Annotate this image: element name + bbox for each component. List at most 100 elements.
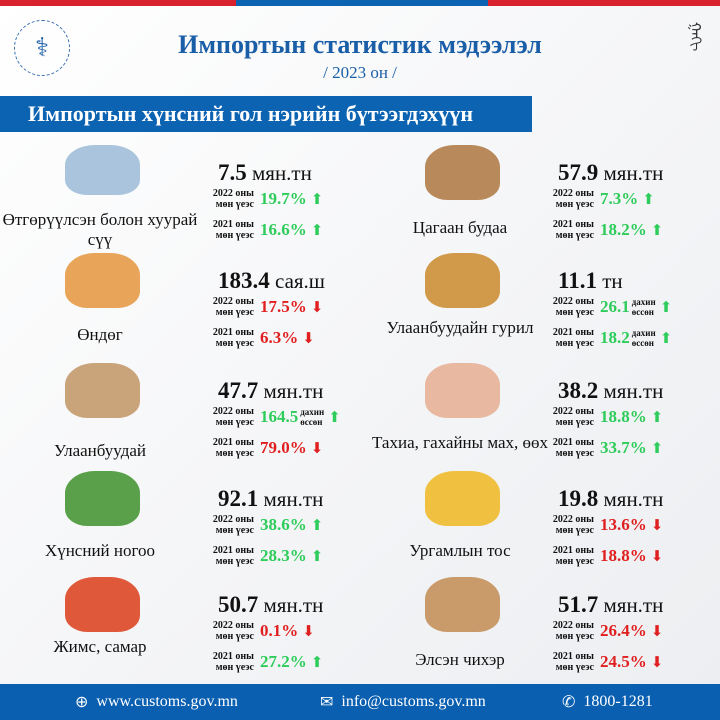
arrow-up-icon: ⬆ (310, 517, 324, 534)
website-link[interactable]: www.customs.gov.mn (96, 693, 238, 710)
change-vs-2021: 2021 оны мөн үеэс 33.7% ⬆ (546, 437, 663, 459)
change-value: 19.7% (260, 189, 307, 208)
comparison-label: 2022 оны мөн үеэс (212, 620, 254, 642)
change-value: 16.6% (260, 220, 307, 239)
comparison-label: 2022 оны мөн үеэс (552, 620, 594, 642)
product-image (425, 363, 500, 418)
product-image (65, 577, 140, 632)
comparison-label: 2022 оны мөн үеэс (212, 296, 254, 318)
change-value: 38.6% (260, 515, 307, 534)
change-vs-2022: 2022 оны мөн үеэс 18.8% ⬆ (546, 406, 663, 428)
change-vs-2021: 2021 оны мөн үеэс 18.2% ⬆ (546, 219, 663, 241)
arrow-down-icon: ⬇ (650, 548, 664, 565)
volume-value: 57.9 (558, 160, 599, 185)
change-value: 24.5% (600, 652, 647, 671)
comparison-label: 2021 оны мөн үеэс (212, 219, 254, 241)
top-color-bar (0, 0, 720, 6)
volume-value: 47.7 (218, 378, 259, 403)
product-name: Жимс, самар (53, 637, 147, 656)
comparison-label: 2021 оны мөн үеэс (212, 437, 254, 459)
comparison-label: 2022 оны мөн үеэс (552, 514, 594, 536)
product-volume: 50.7 мян.тн (218, 592, 323, 618)
page-subtitle: / 2023 он / (323, 63, 397, 82)
arrow-down-icon: ⬇ (302, 623, 315, 640)
volume-unit: мян.тн (263, 379, 324, 403)
product-image (65, 363, 140, 418)
product-name: Ургамлын тос (409, 541, 511, 560)
volume-value: 7.5 (218, 160, 247, 185)
comparison-label: 2021 оны мөн үеэс (212, 327, 254, 349)
globe-icon: ⊕ (75, 694, 89, 711)
change-vs-2021: 2021 оны мөн үеэс 27.2% ⬆ (206, 651, 323, 673)
volume-value: 183.4 (218, 268, 270, 293)
product-image (65, 145, 140, 195)
change-vs-2022: 2022 оны мөн үеэс 0.1% ⬇ (206, 620, 315, 642)
product-image (425, 253, 500, 308)
comparison-label: 2022 оны мөн үеэс (552, 188, 594, 210)
volume-value: 92.1 (218, 486, 259, 511)
arrow-down-icon: ⬇ (650, 517, 664, 534)
product-volume: 47.7 мян.тн (218, 378, 323, 404)
comparison-label: 2022 оны мөн үеэс (212, 514, 254, 536)
footer-phone[interactable]: ✆ 1800-1281 (562, 692, 653, 712)
change-value: 13.6% (600, 515, 647, 534)
change-vs-2021: 2021 оны мөн үеэс 79.0% ⬇ (206, 437, 323, 459)
egg-tray-image (65, 253, 140, 308)
product-name: Хүнсний ногоо (44, 541, 156, 560)
arrow-down-icon: ⬇ (310, 440, 324, 457)
email-link[interactable]: info@customs.gov.mn (341, 693, 486, 710)
change-value: 18.2% (600, 220, 647, 239)
footer: ⊕ www.customs.gov.mn ✉ info@customs.gov.mn… (0, 684, 720, 720)
change-vs-2022: 2022 оны мөн үеэс 26.4% ⬇ (546, 620, 663, 642)
product-name: Тахиа, гахайны мах, өөх (371, 433, 549, 452)
product-name: Элсэн чихэр (415, 650, 505, 669)
comparison-label: 2022 оны мөн үеэс (552, 296, 594, 318)
product-name: Өндөг (77, 325, 123, 344)
volume-value: 50.7 (218, 592, 259, 617)
change-vs-2022: 2022 оны мөн үеэс 17.5% ⬇ (206, 296, 323, 318)
change-vs-2022: 2022 оны мөн үеэс 164.5 дахин өссөн ⬆ (206, 406, 341, 428)
product-image (65, 471, 140, 526)
arrow-up-icon: ⬆ (328, 409, 341, 426)
comparison-label: 2021 оны мөн үеэс (212, 651, 254, 673)
page-title: Импортын статистик мэдээлэл (178, 30, 542, 59)
arrow-up-icon: ⬆ (659, 330, 673, 347)
arrow-down-icon: ⬇ (650, 623, 664, 640)
times-increased-label: дахин өссөн (631, 297, 656, 317)
change-vs-2022: 2022 оны мөн үеэс 19.7% ⬆ (206, 188, 323, 210)
comparison-label: 2021 оны мөн үеэс (552, 545, 594, 567)
volume-unit: тн (602, 269, 623, 293)
product-volume: 19.8 мян.тн (558, 486, 663, 512)
product-image (425, 471, 500, 526)
times-increased-label: дахин өссөн (300, 407, 325, 427)
volume-value: 38.2 (558, 378, 599, 403)
arrow-up-icon: ⬆ (659, 299, 673, 316)
arrow-up-icon: ⬆ (310, 191, 324, 208)
arrow-up-icon: ⬆ (650, 440, 664, 457)
footer-email[interactable]: ✉ info@customs.gov.mn (320, 692, 486, 712)
change-value: 164.5 (260, 407, 299, 426)
change-value: 17.5% (260, 297, 307, 316)
comparison-label: 2021 оны мөн үеэс (212, 545, 254, 567)
change-vs-2022: 2022 оны мөн үеэс 38.6% ⬆ (206, 514, 323, 536)
comparison-label: 2022 оны мөн үеэс (212, 188, 254, 210)
change-vs-2021: 2021 оны мөн үеэс 28.3% ⬆ (206, 545, 323, 567)
change-value: 18.8% (600, 546, 647, 565)
footer-website[interactable]: ⊕ www.customs.gov.mn (75, 692, 238, 712)
comparison-label: 2021 оны мөн үеэс (552, 327, 594, 349)
comparison-label: 2022 оны мөн үеэс (552, 406, 594, 428)
change-vs-2021: 2021 оны мөн үеэс 18.8% ⬇ (546, 545, 663, 567)
change-value: 7.3% (600, 189, 639, 208)
arrow-up-icon: ⬆ (310, 548, 324, 565)
product-image (425, 577, 500, 632)
change-vs-2021: 2021 оны мөн үеэс 16.6% ⬆ (206, 219, 323, 241)
phone-icon: ✆ (562, 694, 576, 711)
arrow-up-icon: ⬆ (310, 222, 324, 239)
change-value: 28.3% (260, 546, 307, 565)
change-vs-2021: 2021 оны мөн үеэс 6.3% ⬇ (206, 327, 315, 349)
arrow-down-icon: ⬇ (310, 299, 324, 316)
volume-value: 11.1 (558, 268, 597, 293)
change-vs-2022: 2022 оны мөн үеэс 13.6% ⬇ (546, 514, 663, 536)
volume-value: 19.8 (558, 486, 599, 511)
volume-unit: мян.тн (603, 593, 664, 617)
